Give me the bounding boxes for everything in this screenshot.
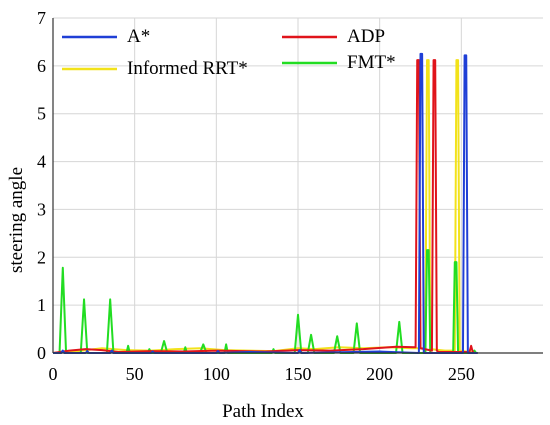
axes bbox=[52, 18, 543, 354]
legend-label-fmt: FMT* bbox=[347, 52, 396, 73]
y-tick-label: 3 bbox=[37, 199, 46, 219]
y-tick-label: 0 bbox=[37, 343, 46, 363]
y-tick-label: 5 bbox=[37, 104, 46, 124]
series-line-informed-rrt bbox=[52, 59, 478, 354]
x-tick-label: 150 bbox=[285, 364, 312, 384]
legend: A* ADP Informed RRT* FMT* bbox=[62, 26, 396, 79]
y-tick-label: 7 bbox=[37, 8, 46, 28]
legend-label-a: A* bbox=[127, 26, 150, 47]
y-tick-label: 6 bbox=[37, 56, 46, 76]
legend-label-adp: ADP bbox=[347, 26, 385, 47]
y-tick-label: 1 bbox=[37, 295, 46, 315]
x-tick-label: 100 bbox=[203, 364, 230, 384]
series-line-fmt bbox=[53, 249, 478, 354]
grid bbox=[53, 17, 543, 353]
y-axis-label: steering angle bbox=[6, 167, 27, 273]
x-tick-label: 0 bbox=[49, 364, 58, 384]
x-tick-label: 200 bbox=[366, 364, 393, 384]
legend-label-informed-rrt: Informed RRT* bbox=[127, 58, 248, 79]
x-tick-label: 250 bbox=[448, 364, 475, 384]
x-axis-label: Path Index bbox=[222, 401, 304, 422]
tick-labels: 0 50 100 150 200 250 0 1 2 3 4 5 6 7 bbox=[37, 8, 475, 384]
series-line-a bbox=[53, 52, 478, 354]
series-line-adp bbox=[52, 59, 478, 354]
y-tick-label: 4 bbox=[37, 152, 46, 172]
y-tick-label: 2 bbox=[37, 247, 46, 267]
x-tick-label: 50 bbox=[126, 364, 144, 384]
series-layer bbox=[52, 52, 478, 354]
